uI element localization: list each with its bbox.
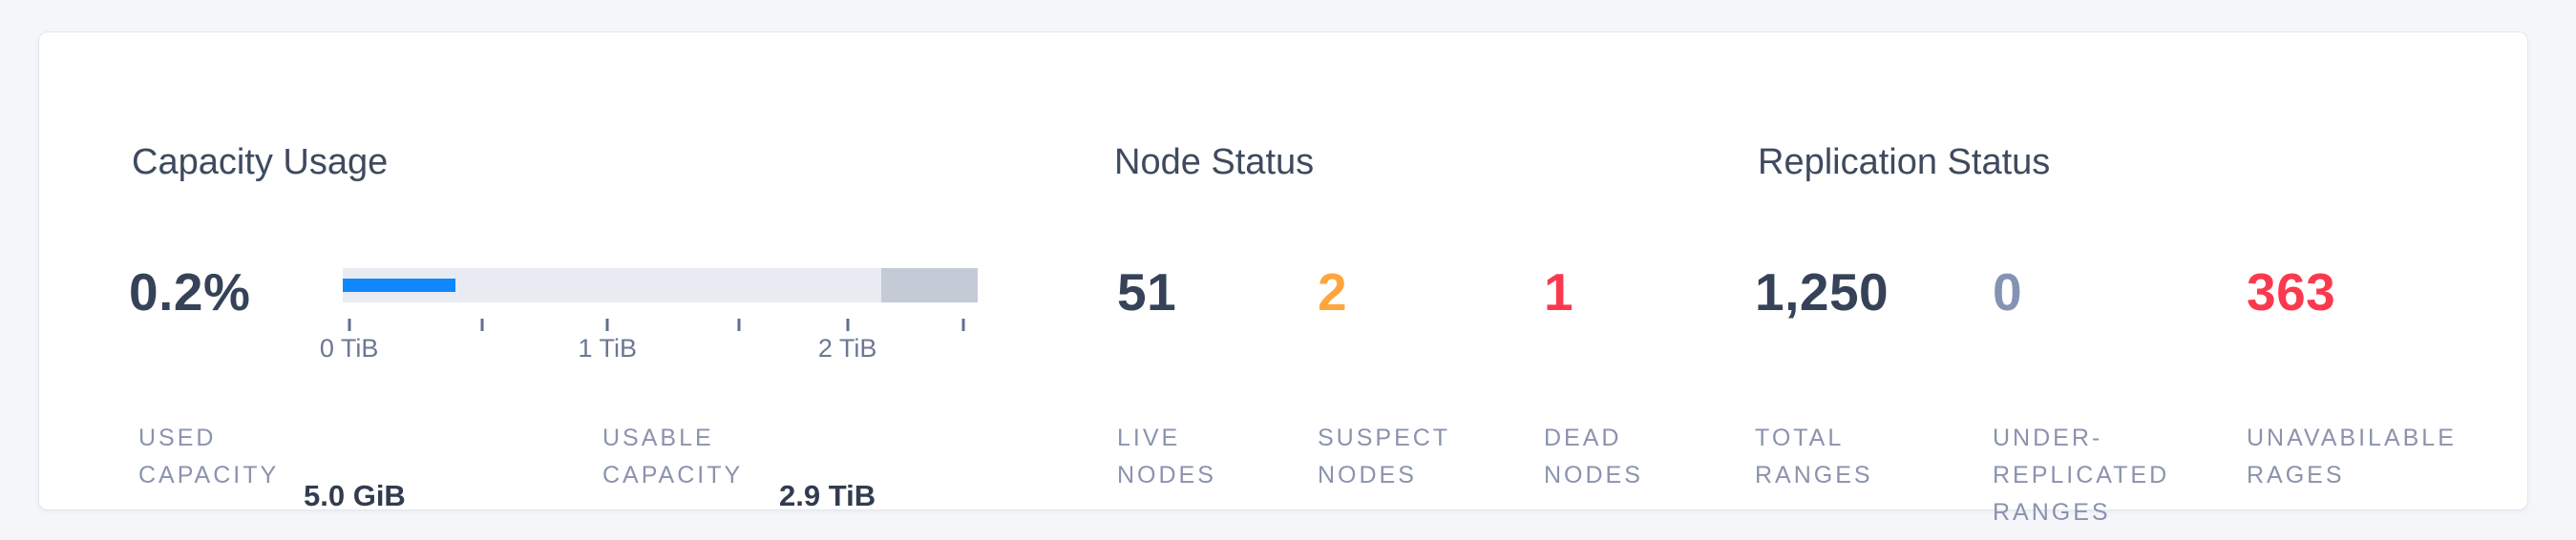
live-nodes-count: 51 bbox=[1117, 262, 1177, 322]
usable-capacity-value: 2.9 TiB bbox=[779, 479, 876, 512]
capacity-used-percent: 0.2% bbox=[129, 262, 251, 322]
live-nodes-label: LIVE NODES bbox=[1117, 425, 1216, 488]
usable-capacity-label: USABLE CAPACITY bbox=[602, 425, 744, 488]
axis-tick-label: 1 TiB bbox=[578, 334, 638, 363]
cluster-summary-card: Capacity Usage 0.2% 0 TiB 1 TiB 2 TiB USED… bbox=[38, 31, 2528, 526]
capacity-bar-axis: 0 TiB 1 TiB 2 TiB bbox=[320, 319, 978, 376]
axis-tick-label: 0 TiB bbox=[319, 334, 379, 363]
section-title-capacity-usage: Capacity Usage bbox=[132, 142, 389, 182]
section-title-node-status: Node Status bbox=[1114, 142, 1315, 182]
axis-tick bbox=[846, 319, 850, 331]
section-title-replication-status: Replication Status bbox=[1758, 142, 2051, 182]
used-capacity-value: 5.0 GiB bbox=[304, 479, 406, 512]
suspect-nodes-count: 2 bbox=[1318, 262, 1348, 322]
under-replicated-ranges-label: UNDER- REPLICATED RANGES bbox=[1993, 425, 2170, 526]
axis-tick bbox=[737, 319, 741, 331]
capacity-usage-bar bbox=[343, 268, 978, 302]
total-ranges-count: 1,250 bbox=[1755, 262, 1890, 322]
unavailable-ranges-count: 363 bbox=[2247, 262, 2336, 322]
axis-tick bbox=[961, 319, 965, 331]
capacity-bar-used-fill bbox=[343, 279, 455, 292]
axis-tick bbox=[480, 319, 484, 331]
axis-tick-label: 2 TiB bbox=[817, 334, 877, 363]
axis-tick bbox=[605, 319, 609, 331]
unavailable-ranges-label: UNAVABILABLE RAGES bbox=[2247, 425, 2457, 488]
dead-nodes-count: 1 bbox=[1544, 262, 1574, 322]
axis-tick bbox=[348, 319, 351, 331]
total-ranges-label: TOTAL RANGES bbox=[1755, 425, 1873, 488]
used-capacity-label: USED CAPACITY bbox=[138, 425, 280, 488]
dead-nodes-label: DEAD NODES bbox=[1544, 425, 1643, 488]
suspect-nodes-label: SUSPECT NODES bbox=[1318, 425, 1451, 488]
capacity-bar-reserved-segment bbox=[880, 268, 978, 302]
under-replicated-ranges-count: 0 bbox=[1993, 262, 2023, 322]
